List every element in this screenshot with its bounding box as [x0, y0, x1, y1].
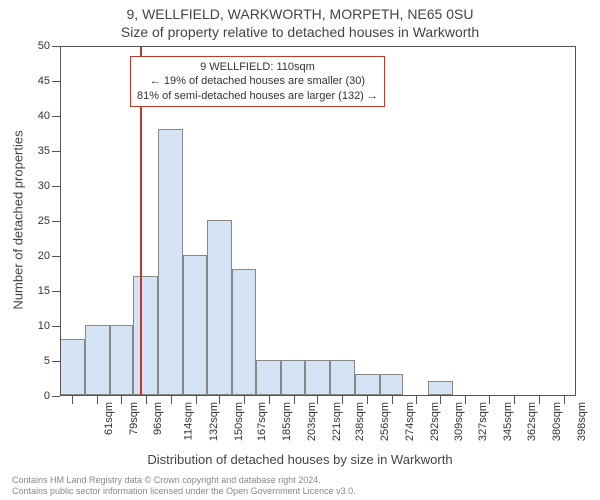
x-tick-label: 203sqm [306, 402, 318, 441]
y-tick [52, 256, 60, 257]
x-tick-label: 274sqm [404, 402, 416, 441]
x-tick [514, 396, 515, 404]
y-tick [52, 396, 60, 397]
y-tick [52, 361, 60, 362]
x-tick [392, 396, 393, 404]
x-tick [294, 396, 295, 404]
title-subtitle: Size of property relative to detached ho… [0, 22, 600, 40]
x-tick-label: 327sqm [478, 402, 490, 441]
x-tick [196, 396, 197, 404]
x-tick [416, 396, 417, 404]
x-tick-label: 221sqm [331, 402, 343, 441]
x-tick-label: 362sqm [526, 402, 538, 441]
footer-line2: Contains public sector information licen… [12, 486, 356, 497]
x-tick-label: 185sqm [281, 402, 293, 441]
footer-line1: Contains HM Land Registry data © Crown c… [12, 475, 356, 486]
x-tick-label: 167sqm [256, 402, 268, 441]
x-tick [146, 396, 147, 404]
plot-border [60, 46, 576, 396]
y-tick [52, 151, 60, 152]
y-tick [52, 46, 60, 47]
x-tick-label: 114sqm [182, 402, 194, 440]
x-tick-label: 79sqm [128, 402, 140, 435]
y-tick [52, 186, 60, 187]
y-tick [52, 221, 60, 222]
x-tick [342, 396, 343, 404]
y-tick [52, 291, 60, 292]
x-tick-label: 150sqm [233, 402, 245, 441]
x-tick [465, 396, 466, 404]
x-tick [367, 396, 368, 404]
x-tick-label: 398sqm [576, 402, 588, 441]
x-tick-label: 380sqm [551, 402, 563, 441]
x-tick [440, 396, 441, 404]
y-tick [52, 326, 60, 327]
y-tick-label: 50 [20, 40, 50, 52]
x-tick [72, 396, 73, 404]
title-address: 9, WELLFIELD, WARKWORTH, MORPETH, NE65 0… [0, 0, 600, 22]
chart-container: 9, WELLFIELD, WARKWORTH, MORPETH, NE65 0… [0, 0, 600, 500]
x-tick-label: 256sqm [379, 402, 391, 441]
y-tick [52, 81, 60, 82]
x-tick-label: 132sqm [208, 402, 220, 441]
y-tick-label: 0 [20, 390, 50, 402]
x-tick [171, 396, 172, 404]
x-tick [244, 396, 245, 404]
x-tick-label: 292sqm [429, 402, 441, 441]
x-tick [97, 396, 98, 404]
y-tick [52, 116, 60, 117]
x-tick [564, 396, 565, 404]
x-tick [269, 396, 270, 404]
x-tick [219, 396, 220, 404]
footer: Contains HM Land Registry data © Crown c… [12, 475, 356, 497]
x-tick-label: 61sqm [103, 402, 115, 435]
x-tick-label: 309sqm [453, 402, 465, 441]
x-tick [489, 396, 490, 404]
x-tick-label: 96sqm [152, 402, 164, 435]
x-tick [121, 396, 122, 404]
y-axis-title: Number of detached properties [11, 70, 26, 370]
x-tick [539, 396, 540, 404]
x-tick-label: 238sqm [354, 402, 366, 441]
x-axis-title: Distribution of detached houses by size … [0, 452, 600, 467]
chart-area: 0510152025303540455061sqm79sqm96sqm114sq… [60, 46, 576, 396]
x-tick [317, 396, 318, 404]
x-tick-label: 345sqm [502, 402, 514, 441]
